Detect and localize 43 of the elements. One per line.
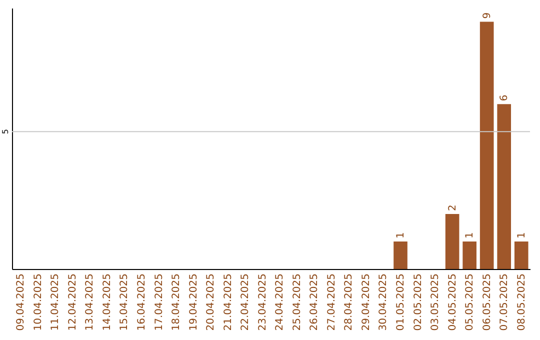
x-tick-label: 01.05.2025: [396, 274, 406, 331]
x-tick-label: 06.05.2025: [482, 274, 493, 331]
data-label: 6: [499, 94, 510, 102]
x-tick-label: 04.05.2025: [447, 274, 458, 331]
x-tick-label: 18.04.2025: [171, 274, 182, 331]
x-tick-label: 09.04.2025: [16, 274, 27, 331]
x-tick-label: 15.04.2025: [119, 274, 130, 331]
x-tick-label: 26.04.2025: [309, 274, 320, 331]
bar: [462, 242, 476, 269]
x-tick-label: 23.04.2025: [257, 274, 268, 331]
x-tick-label: 13.04.2025: [84, 274, 96, 331]
bar: [480, 22, 494, 269]
x-tick-label: 19.04.2025: [188, 274, 200, 331]
x-tick-label: 21.04.2025: [222, 274, 234, 331]
data-label: 1: [396, 232, 406, 239]
x-tick-label: 12.04.2025: [67, 274, 78, 331]
x-tick-label: 28.04.2025: [344, 274, 355, 331]
x-tick-label: 16.04.2025: [136, 274, 148, 331]
x-tick-label: 10.04.2025: [32, 274, 44, 331]
x-tick-label: 25.04.2025: [292, 274, 303, 331]
x-tick-label: 14.04.2025: [102, 274, 113, 331]
x-tick-label: 20.04.2025: [206, 274, 217, 331]
x-tick-label: 24.04.2025: [274, 274, 286, 331]
x-tick-label: 07.05.2025: [499, 274, 510, 331]
data-label: 1: [464, 232, 476, 239]
x-tick-label: 27.04.2025: [326, 274, 338, 331]
x-tick-label: 17.04.2025: [154, 274, 165, 331]
x-tick-label: 03.05.2025: [430, 274, 442, 331]
x-tick-label: 08.05.2025: [516, 274, 528, 331]
x-tick-label: 29.04.2025: [360, 274, 372, 331]
data-label: 1: [516, 232, 528, 239]
x-tick-label: 02.05.2025: [412, 274, 424, 331]
bar: [394, 242, 408, 269]
x-tick-label: 22.04.2025: [240, 274, 252, 331]
x-tick-label: 05.05.2025: [464, 274, 476, 331]
data-label: 9: [482, 12, 493, 19]
x-tick-label: 11.04.2025: [50, 274, 62, 331]
x-tick-label: 30.04.2025: [378, 274, 390, 331]
data-label: 2: [447, 204, 458, 212]
bar: [497, 104, 512, 269]
bar: [445, 214, 460, 269]
ref-line-label: 5: [1, 129, 10, 134]
bar: [514, 242, 528, 269]
